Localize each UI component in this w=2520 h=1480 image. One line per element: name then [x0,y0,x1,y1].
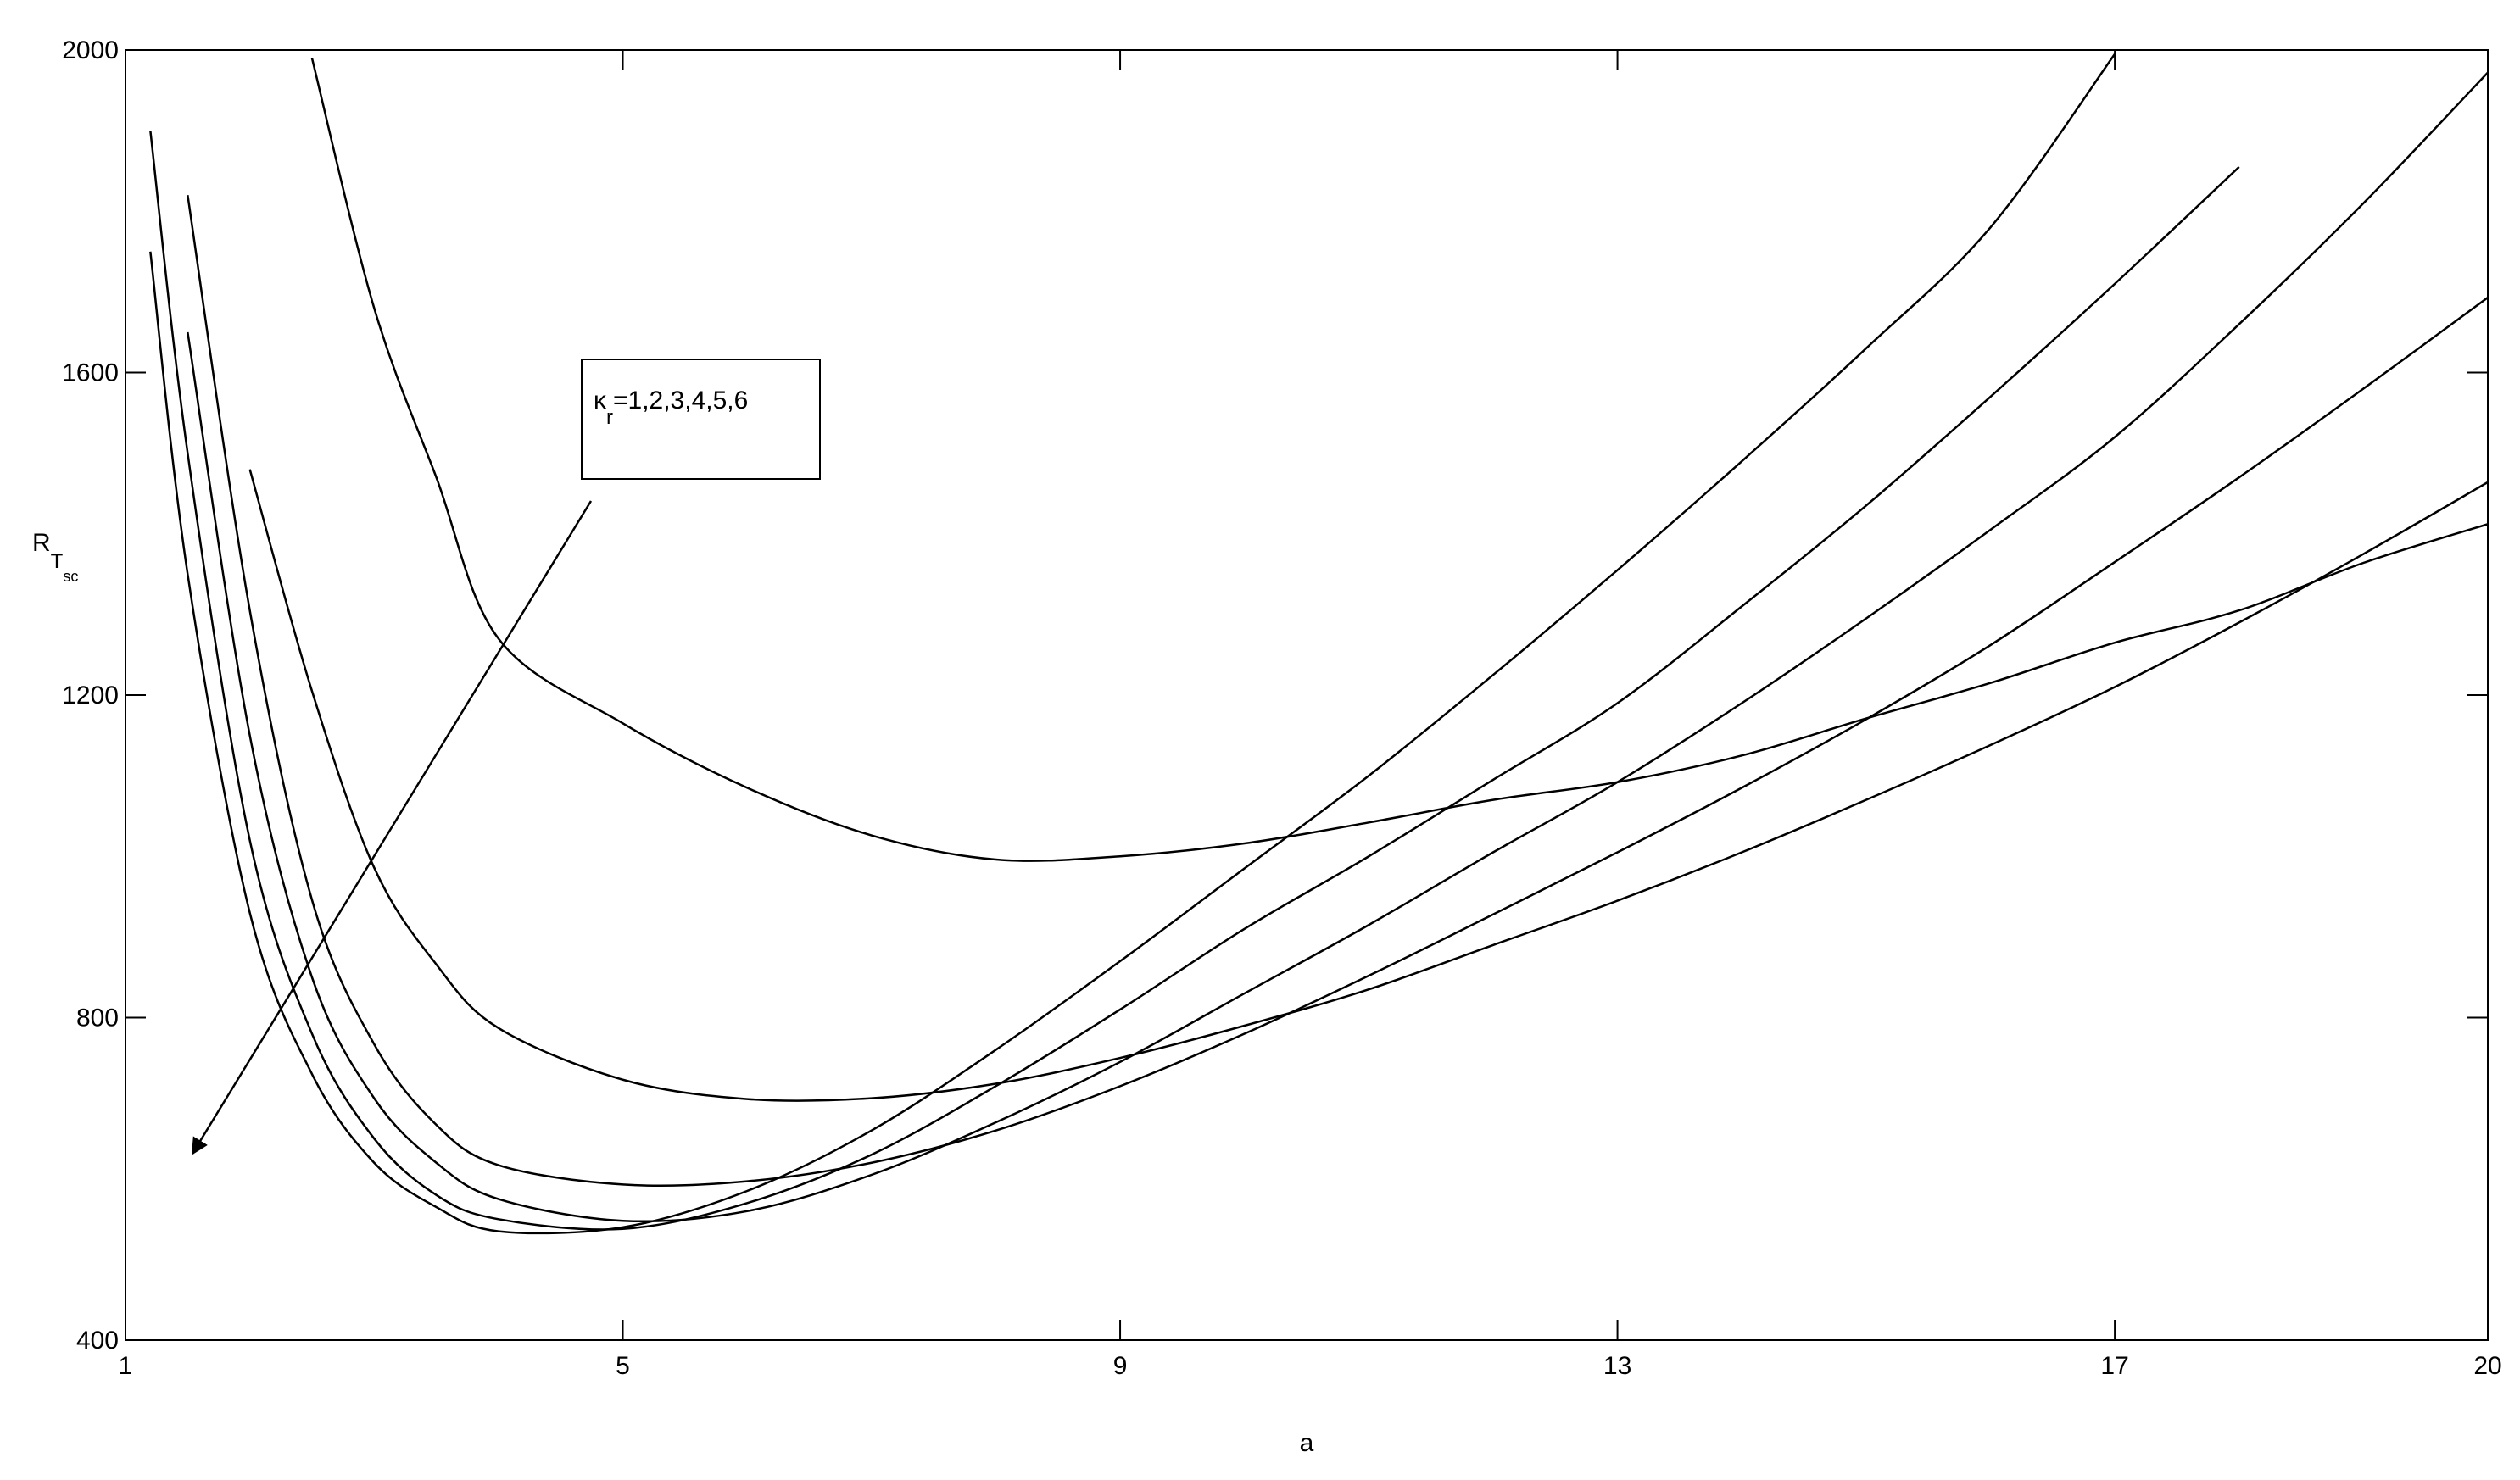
y-axis-label: RTsc [32,529,78,585]
curve [187,71,2488,1223]
x-tick-label: 20 [2473,1352,2501,1380]
annotation-text: =1,2,3,4,5,6 [613,387,748,415]
y-tick-label: 1200 [62,682,119,709]
x-axis-label: a [1300,1429,1314,1457]
annotation-box [581,359,821,480]
annotation-symbol: κ [594,387,607,415]
annotation-arrow [191,500,593,1155]
annotation: κr=1,2,3,4,5,6 [594,387,748,429]
x-tick-label: 1 [119,1352,133,1380]
y-tick-label: 2000 [62,36,119,64]
y-tick-label: 1600 [62,359,119,387]
y-label-sub: T [51,550,64,573]
plot-frame [125,49,2489,1341]
x-tick-label: 5 [616,1352,630,1380]
curve [187,195,2488,1188]
curve [149,53,2116,1235]
plot-area [149,53,2488,1235]
annotation-sub: r [606,406,613,429]
x-tick-label: 17 [2100,1352,2128,1380]
curve [310,58,2488,862]
y-tick-label: 400 [76,1327,119,1355]
y-tick-label: 800 [76,1004,119,1032]
y-label-subsub: sc [63,568,78,585]
x-tick-label: 9 [1113,1352,1128,1380]
y-label-main: R [32,529,51,557]
curve [149,130,2240,1231]
curve [248,469,2488,1102]
x-tick-label: 13 [1603,1352,1631,1380]
